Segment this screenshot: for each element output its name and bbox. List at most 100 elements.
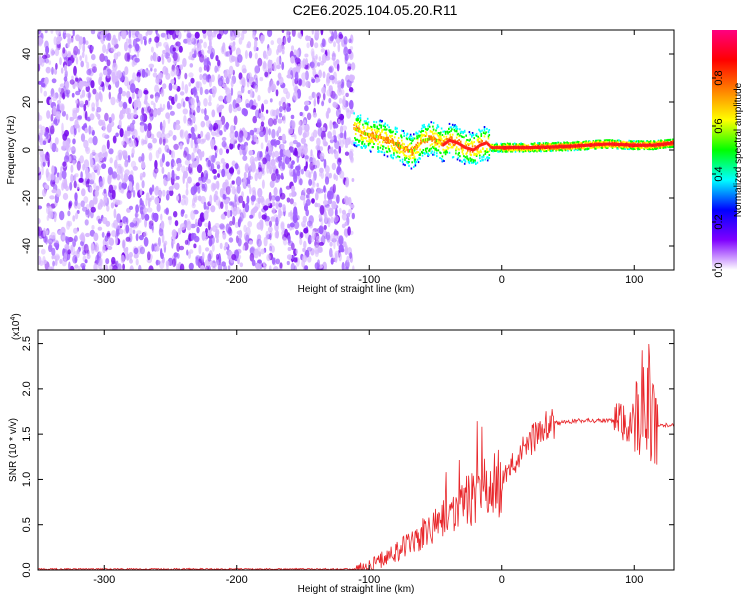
noise-blob — [349, 148, 354, 153]
noise-blob — [139, 197, 143, 206]
noise-blob — [144, 213, 150, 221]
noise-blob — [205, 178, 212, 184]
noise-blob — [182, 57, 187, 68]
noise-blob — [107, 174, 113, 181]
noise-blob — [344, 55, 348, 65]
noise-blob — [236, 184, 241, 194]
noise-blob — [137, 100, 142, 109]
noise-blob — [308, 178, 313, 186]
ridge-cell — [479, 154, 481, 157]
noise-blob — [179, 64, 184, 71]
noise-blob — [66, 244, 70, 250]
noise-blob — [175, 124, 181, 131]
ridge-cell — [359, 114, 362, 117]
noise-blob — [306, 112, 312, 121]
noise-blob — [59, 210, 65, 221]
noise-blob — [170, 79, 175, 84]
ridge-cell — [378, 127, 380, 130]
noise-blob — [221, 140, 227, 148]
noise-blob — [344, 228, 347, 236]
noise-blob — [65, 185, 69, 192]
noise-blob — [109, 157, 113, 164]
ridge-cell — [482, 159, 484, 162]
noise-blob — [188, 251, 191, 259]
ridge-cell — [461, 160, 464, 163]
ridge-cell — [537, 149, 539, 152]
noise-blob — [185, 188, 189, 196]
ridge-cell — [353, 112, 355, 115]
ridge-cell — [359, 117, 362, 120]
noise-blob — [121, 181, 127, 190]
noise-blob — [149, 117, 153, 122]
ridge-cell — [429, 130, 432, 133]
noise-blob — [220, 158, 225, 164]
ridge-cell — [416, 141, 419, 144]
noise-blob — [219, 148, 223, 156]
ridge-cell — [640, 140, 642, 143]
noise-blob — [204, 108, 207, 116]
noise-blob — [318, 56, 322, 62]
noise-blob — [89, 113, 95, 121]
ridge-cell — [433, 151, 436, 154]
noise-blob — [172, 47, 176, 52]
noise-blob — [249, 88, 254, 98]
noise-blob — [77, 202, 81, 210]
noise-blob — [77, 125, 81, 133]
ridge-cell — [443, 160, 445, 162]
noise-blob — [267, 117, 274, 127]
ridge-cell — [414, 152, 417, 154]
ridge-cell — [437, 149, 440, 152]
ridge-cell — [512, 143, 514, 146]
ridge-cell — [472, 133, 475, 136]
noise-blob — [316, 137, 321, 146]
ridge-cell — [412, 139, 414, 142]
noise-blob — [348, 74, 354, 82]
noise-blob — [149, 37, 152, 43]
noise-blob — [119, 222, 124, 227]
noise-blob — [166, 148, 171, 153]
noise-blob — [50, 30, 54, 34]
noise-blob — [170, 69, 176, 77]
noise-blob — [214, 65, 218, 73]
noise-blob — [331, 52, 337, 58]
noise-blob — [208, 95, 212, 103]
noise-blob — [311, 78, 316, 84]
noise-blob — [51, 247, 56, 257]
noise-blob — [177, 227, 182, 235]
noise-blob — [220, 213, 226, 220]
noise-blob — [188, 82, 191, 87]
ridge-cell — [566, 141, 568, 144]
ridge-cell — [373, 143, 375, 145]
ridge-cell — [452, 156, 455, 158]
ridge-cell — [428, 154, 430, 157]
noise-blob — [195, 158, 199, 165]
ridge-cell — [436, 155, 438, 158]
noise-blob — [255, 109, 260, 118]
noise-blob — [42, 161, 46, 167]
noise-blob — [352, 265, 355, 270]
noise-blob — [225, 223, 230, 233]
noise-blob — [306, 42, 310, 49]
noise-blob — [330, 216, 334, 224]
noise-blob — [339, 170, 345, 179]
noise-blob — [113, 219, 119, 229]
noise-blob — [346, 109, 352, 119]
ridge-cell — [457, 132, 460, 135]
ridge-cell — [420, 137, 422, 140]
noise-blob — [249, 164, 253, 170]
noise-blob — [334, 208, 338, 218]
ridge-cell — [448, 143, 450, 146]
noise-blob — [163, 240, 168, 246]
ridge-cell — [468, 161, 471, 164]
noise-blob — [77, 48, 81, 55]
ridge-cell — [409, 157, 412, 160]
ridge-cell — [389, 150, 391, 153]
ridge-cell — [444, 153, 447, 156]
noise-blob — [43, 90, 48, 97]
ridge-cell — [469, 157, 471, 160]
ridge-cell — [463, 155, 465, 158]
noise-blob — [106, 230, 111, 239]
noise-blob — [108, 116, 112, 124]
ridge-cell — [428, 148, 431, 151]
ridge-cell — [463, 130, 466, 133]
